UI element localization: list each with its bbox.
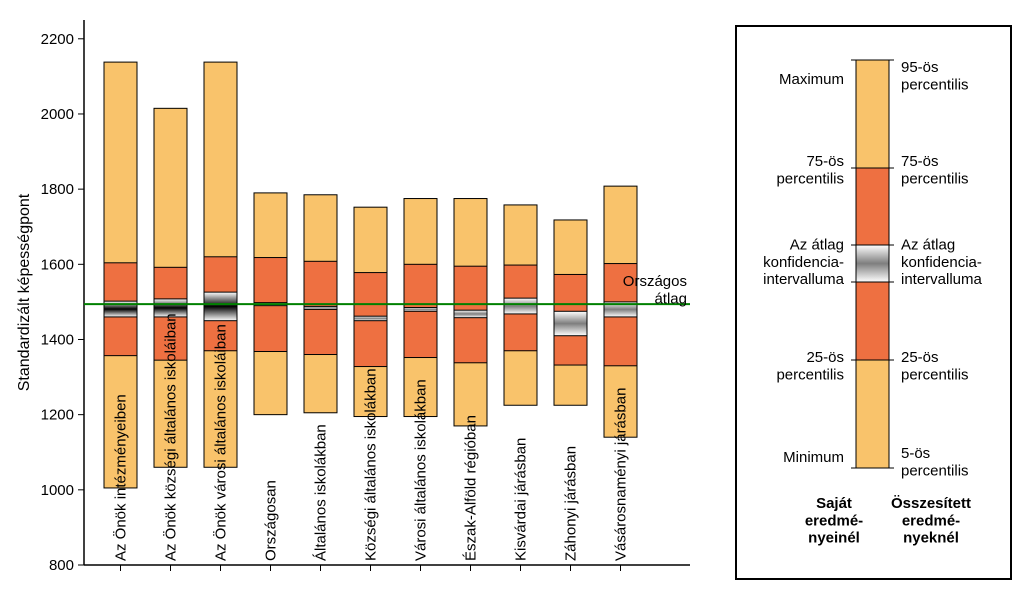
y-tick-label: 2000	[41, 106, 74, 123]
category-label: Az Önök intézményeiben	[112, 394, 130, 561]
y-tick-label: 800	[49, 557, 74, 574]
chart-frame: 800 1000 1200 1400 1600 1800 2000 2200 Standardi…	[0, 0, 1024, 597]
legend-box: Maximum75-öspercentilisAz átlagkonfidenc…	[736, 26, 1011, 579]
category-label: Városi általános iskolákban	[413, 379, 430, 561]
box-7	[454, 199, 487, 426]
chart-svg: 800 1000 1200 1400 1600 1800 2000 2200 Standardi…	[0, 0, 1024, 597]
category-label: Az Önök községi általános iskoláiban	[162, 313, 180, 561]
y-tick-label: 1200	[41, 407, 74, 424]
box-9	[554, 220, 587, 405]
category-label: Országosan	[263, 480, 280, 561]
category-label: Észak-Alföld régióban	[463, 415, 480, 561]
y-tick-label: 1600	[41, 256, 74, 273]
y-axis-label: Standardizált képességpont	[16, 193, 33, 391]
category-label: Általános iskolákban	[313, 424, 330, 561]
y-tick-label: 1400	[41, 331, 74, 348]
category-label: Kisvárdai járásban	[513, 438, 530, 561]
category-label: Községi általános iskolákban	[363, 368, 380, 561]
chart-area: 800 1000 1200 1400 1600 1800 2000 2200 Standardi…	[16, 20, 690, 574]
category-label: Vásárosnaményi járásban	[613, 388, 630, 561]
category-label: Az Önök városi általános iskoláiban	[212, 324, 230, 561]
category-label: Záhonyi járásban	[563, 446, 580, 561]
legend-left-max: Maximum	[779, 71, 844, 88]
y-tick-label: 2200	[41, 31, 74, 48]
y-tick-label: 1000	[41, 482, 74, 499]
y-tick-label: 1800	[41, 181, 74, 198]
legend-left-min: Minimum	[783, 449, 844, 466]
